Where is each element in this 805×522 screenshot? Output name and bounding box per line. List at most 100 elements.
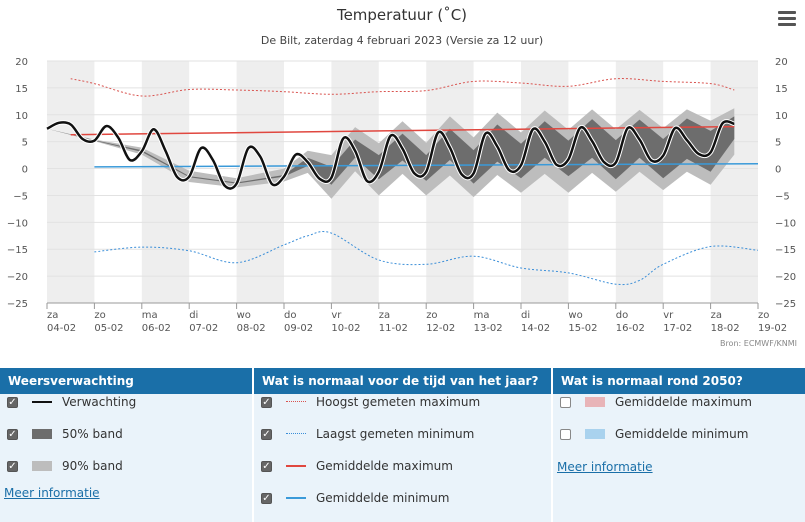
weekend-shade [710,61,758,303]
x-tick-day: za [711,310,722,321]
series-forecast-line [46,120,735,190]
x-tick-day: za [379,310,390,321]
series-max-record [70,78,735,97]
x-tick-day: vr [663,310,674,321]
y-tick-right: 5 [775,138,781,149]
panel-weersverwachting: Weersverwachting ✓ Verwachting ✓ 50% band ✓ 9… [0,368,252,522]
legend-label: Verwachting [62,395,137,409]
y-tick-right: −5 [775,191,790,202]
x-tick-date: 15-02 [568,323,597,334]
x-tick-day: do [616,310,628,321]
meer-informatie-link[interactable]: Meer informatie [4,486,100,500]
legend-symbol-icon [32,461,52,471]
legend-symbol-icon [585,429,605,439]
legend-symbol-icon [32,397,52,407]
y-tick-left: −10 [7,218,28,229]
x-tick-date: 10-02 [331,323,360,334]
panel-header: Wat is normaal voor de tijd van het jaar… [254,368,551,394]
x-tick-date: 19-02 [758,323,787,334]
x-tick-day: wo [568,310,582,321]
y-tick-left: −25 [7,299,28,310]
panel-normaal-2050: Wat is normaal rond 2050? Gemiddelde max… [553,368,805,522]
x-tick-day: di [521,310,530,321]
legend-item[interactable]: ✓ Gemiddelde minimum [261,488,449,508]
series-avg-max [70,125,735,136]
legend-label: Gemiddelde minimum [615,427,749,441]
x-tick-day: di [189,310,198,321]
y-tick-left: −5 [13,191,28,202]
chart-svg: 20 20 15 15 10 10 5 5 0 0 −5 −5 −10 −10 −15 −15 −20 −20 −2… [7,6,797,348]
legend-item[interactable]: ✓ 50% band [7,424,123,444]
checkbox[interactable]: ✓ [261,396,272,408]
x-tick-date: 14-02 [521,323,550,334]
checkbox[interactable]: ✓ [261,492,272,504]
legend-label: Gemiddelde minimum [316,491,450,505]
legend-item[interactable]: ✓ Laagst gemeten minimum [261,424,474,444]
legend-item[interactable]: ✓ Hoogst gemeten maximum [261,392,480,412]
x-tick-date: 06-02 [142,323,171,334]
y-tick-right: −25 [775,299,796,310]
legend-symbol-icon [32,429,52,439]
y-tick-right: 10 [775,111,788,122]
y-tick-right: −20 [775,272,796,283]
legend-label: 50% band [62,427,123,441]
x-tick-date: 07-02 [189,323,218,334]
x-tick-date: 17-02 [663,323,692,334]
y-tick-left: 5 [22,138,28,149]
legend-label: Gemiddelde maximum [316,459,453,473]
x-tick-date: 13-02 [474,323,503,334]
checkbox[interactable] [560,396,571,408]
x-tick-date: 08-02 [237,323,266,334]
chart-subtitle: De Bilt, zaterdag 4 februari 2023 (Versi… [261,34,543,47]
x-tick-date: 09-02 [284,323,313,334]
x-tick-date: 12-02 [426,323,455,334]
control-panels: Weersverwachting ✓ Verwachting ✓ 50% band ✓ 9… [0,368,805,522]
x-tick-day: ma [142,310,158,321]
checkbox[interactable]: ✓ [7,396,18,408]
x-tick-day: za [47,310,58,321]
legend-item[interactable]: ✓ Verwachting [7,392,136,412]
x-tick-day: wo [237,310,251,321]
x-tick-date: 05-02 [94,323,123,334]
y-tick-right: 20 [775,57,788,68]
legend-symbol-icon [286,429,306,439]
y-tick-right: −10 [775,218,796,229]
legend-item[interactable]: ✓ 90% band [7,456,123,476]
chart-source: Bron: ECMWF/KNMI [720,339,797,348]
legend-label: Laagst gemeten minimum [316,427,475,441]
checkbox[interactable]: ✓ [261,460,272,472]
checkbox[interactable] [560,428,571,440]
x-tick-date: 16-02 [616,323,645,334]
x-tick-date: 04-02 [47,323,76,334]
legend-item[interactable]: Gemiddelde minimum [560,424,748,444]
temperature-chart: 20 20 15 15 10 10 5 5 0 0 −5 −5 −10 −10 −15 −15 −20 −20 −2… [7,6,798,348]
legend-label: Gemiddelde maximum [615,395,752,409]
y-tick-left: 15 [15,84,28,95]
legend-symbol-icon [286,461,306,471]
y-tick-left: 20 [15,57,28,68]
legend-label: 90% band [62,459,123,473]
x-tick-day: zo [426,310,437,321]
chart-menu-icon[interactable] [776,8,798,28]
x-tick-date: 18-02 [711,323,740,334]
x-tick-day: vr [331,310,342,321]
checkbox[interactable]: ✓ [261,428,272,440]
y-tick-right: 15 [775,84,788,95]
meer-informatie-link[interactable]: Meer informatie [557,460,653,474]
weekend-shade [47,61,95,303]
checkbox[interactable]: ✓ [7,460,18,472]
x-tick-day: ma [474,310,490,321]
checkbox[interactable]: ✓ [7,428,18,440]
x-tick-day: zo [94,310,105,321]
panel-normaal-tijd-van-jaar: Wat is normaal voor de tijd van het jaar… [254,368,551,522]
y-tick-left: −15 [7,245,28,256]
y-tick-right: −15 [775,245,796,256]
legend-symbol-icon [585,397,605,407]
series-min-record [94,231,759,286]
panel-header: Weersverwachting [0,368,252,394]
x-tick-date: 11-02 [379,323,408,334]
series-avg-min [94,162,759,168]
legend-item[interactable]: Gemiddelde maximum [560,392,752,412]
x-tick-day: do [284,310,296,321]
legend-item[interactable]: ✓ Gemiddelde maximum [261,456,453,476]
